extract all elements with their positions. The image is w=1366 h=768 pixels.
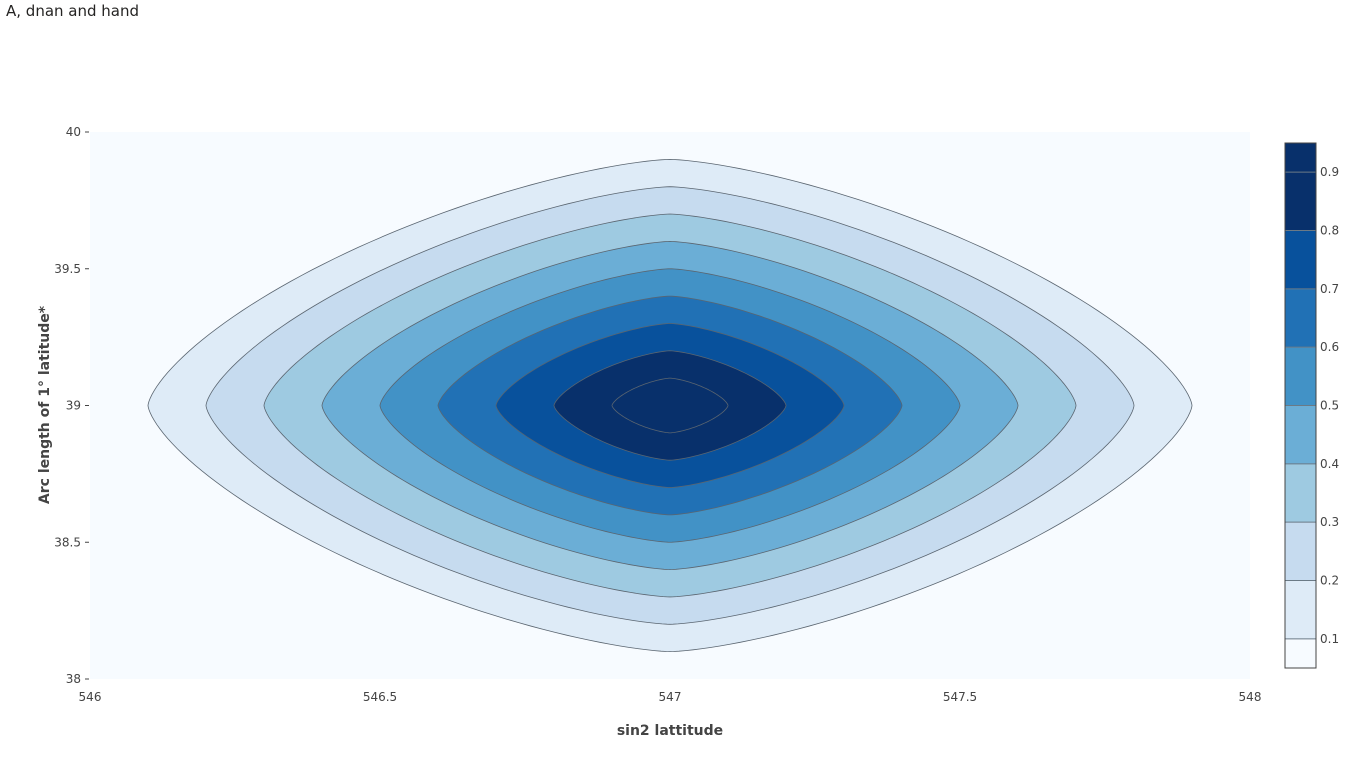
colorbar: 0.1 0.2 0.3 0.4 0.5 0.6 0.7 0.8 0.9 <box>1284 142 1339 669</box>
colorbar-band <box>1285 405 1316 464</box>
colorbar-tick-label: 0.7 <box>1320 282 1339 296</box>
colorbar-tick-label: 0.8 <box>1320 224 1339 238</box>
contour-level-0-9 <box>611 377 729 434</box>
colorbar-band <box>1285 230 1316 289</box>
x-axis-title: sin2 lattitude <box>617 723 723 739</box>
y-axis-ticks: 38 38.5 39 39.5 40 <box>54 125 89 686</box>
x-tick-label: 547 <box>659 690 682 704</box>
colorbar-tick-label: 0.3 <box>1320 515 1339 529</box>
y-tick-label: 40 <box>66 125 81 139</box>
x-axis-ticks: 546 546.5 547 547.5 548 <box>79 690 1262 704</box>
colorbar-band <box>1285 463 1316 523</box>
colorbar-outline <box>1284 142 1317 669</box>
y-tick-label: 39 <box>66 399 81 413</box>
y-tick-label: 38.5 <box>54 535 81 549</box>
colorbar-band <box>1285 143 1316 173</box>
contour-fills <box>147 158 1193 653</box>
colorbar-tick-label: 0.9 <box>1320 165 1339 179</box>
y-tick-label: 39.5 <box>54 262 81 276</box>
x-tick-label: 548 <box>1239 690 1262 704</box>
y-axis-title: Arc length of 1° latitude* <box>37 305 53 504</box>
y-tick-label: 38 <box>66 672 81 686</box>
x-tick-label: 546 <box>79 690 102 704</box>
colorbar-band <box>1285 580 1316 639</box>
colorbar-tick-label: 0.2 <box>1320 574 1339 588</box>
colorbar-tick-label: 0.4 <box>1320 457 1339 471</box>
colorbar-tick-label: 0.5 <box>1320 399 1339 413</box>
x-tick-label: 547.5 <box>943 690 977 704</box>
page-title: A, dnan and hand <box>6 2 140 20</box>
colorbar-tick-label: 0.1 <box>1320 632 1339 646</box>
colorbar-tick-label: 0.6 <box>1320 340 1339 354</box>
colorbar-band <box>1285 172 1316 231</box>
colorbar-band <box>1285 347 1316 406</box>
x-tick-label: 546.5 <box>363 690 397 704</box>
colorbar-band <box>1285 522 1316 581</box>
colorbar-band <box>1285 638 1316 668</box>
colorbar-band <box>1285 288 1316 348</box>
